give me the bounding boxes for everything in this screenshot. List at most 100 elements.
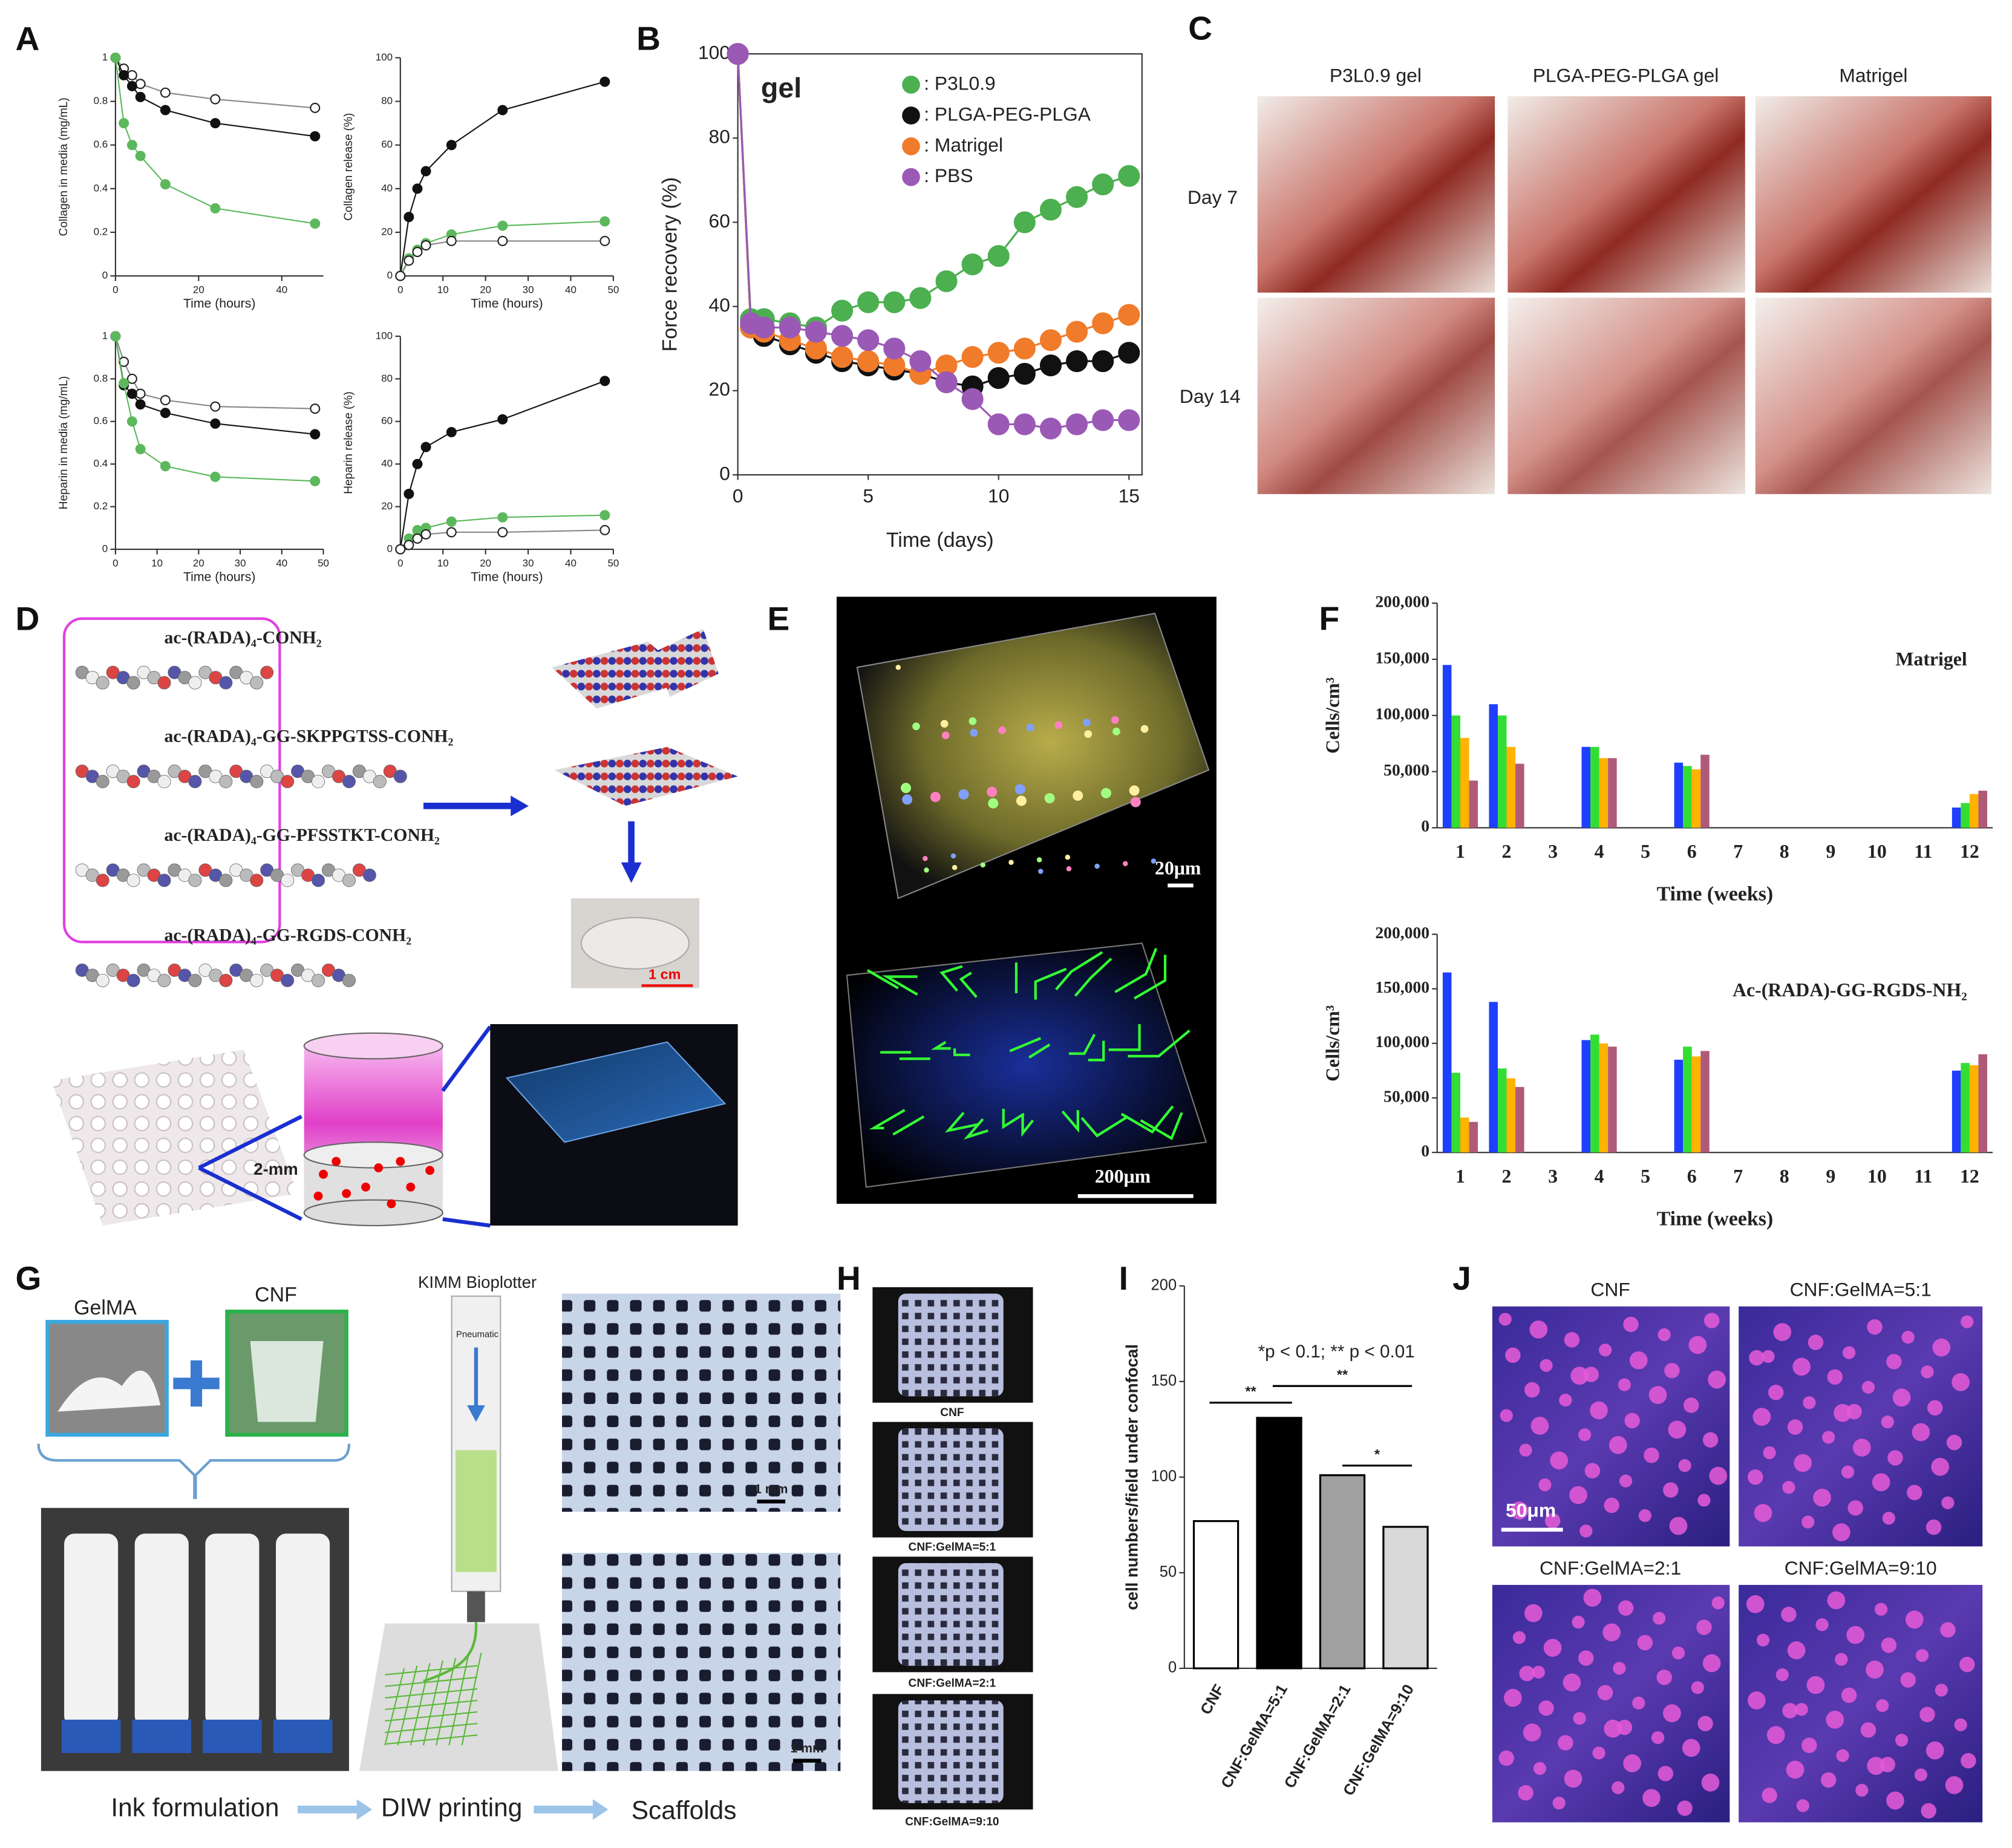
nucleus (1892, 1388, 1911, 1407)
speck (1044, 793, 1055, 804)
annotation: Ac-(RADA)-GG-RGDS-NH₂ (1733, 979, 1967, 1001)
atom (96, 873, 109, 887)
nucleus (1558, 1735, 1573, 1751)
bar (1969, 1065, 1979, 1153)
marker (1092, 312, 1114, 335)
nucleus (1569, 1486, 1587, 1504)
marker (310, 475, 321, 486)
grid-strand (385, 1688, 478, 1699)
y-tick-label: 0.2 (94, 500, 108, 512)
nucleus (1519, 1443, 1532, 1457)
marker (446, 516, 457, 527)
cell (332, 1157, 341, 1166)
row-label: Day 7 (1187, 186, 1238, 208)
cell (374, 1163, 384, 1173)
nucleus (1702, 1654, 1721, 1673)
sheet (554, 746, 738, 806)
speck (1094, 863, 1100, 869)
bar (1515, 1086, 1524, 1153)
x-tick-label: 11 (1914, 841, 1932, 862)
nucleus (1523, 1723, 1541, 1742)
y-tick-label: 150,000 (1375, 648, 1429, 667)
fiber (953, 1048, 970, 1057)
caption: CNF (1590, 1279, 1630, 1301)
y-tick-label: 60 (381, 415, 393, 426)
bar (1497, 1068, 1507, 1153)
caption: CNF:GelMA=2:1 (1540, 1557, 1681, 1579)
speck (1038, 869, 1044, 874)
x-tick-label: 15 (1119, 485, 1140, 506)
tube-cap (61, 1719, 121, 1754)
fiber (939, 965, 963, 992)
atom (219, 873, 233, 887)
nucleus (1803, 1396, 1816, 1409)
marker (310, 429, 321, 440)
nucleus (1952, 1373, 1970, 1391)
speck (1112, 727, 1120, 736)
y-tick-label: 100 (698, 42, 730, 64)
nucleus (1808, 1334, 1824, 1350)
nucleus (1524, 1604, 1543, 1622)
speck (901, 783, 912, 794)
peptide-label: ac-(RADA)₄-GG-RGDS-CONH₂ (165, 926, 412, 945)
atom (281, 873, 295, 887)
panel-label: C (1188, 9, 1212, 47)
y-tick-label: 0.2 (94, 226, 108, 237)
y-tick-label: 0.4 (94, 182, 108, 194)
fiber (1034, 967, 1067, 1000)
atom (157, 774, 171, 789)
y-tick-label: 0 (102, 543, 108, 554)
nucleus (1578, 1650, 1594, 1666)
marker (446, 527, 457, 538)
y-tick-label: 40 (709, 294, 730, 316)
series-line (114, 57, 315, 224)
panel-label: E (767, 599, 789, 637)
marker (883, 338, 906, 360)
y-tick-label: 150,000 (1375, 978, 1429, 996)
photo (1507, 96, 1745, 293)
gel-top (303, 1141, 443, 1169)
marker (210, 118, 221, 129)
nucleus (1748, 1691, 1766, 1709)
tube-cap (203, 1719, 262, 1754)
cell (319, 1169, 328, 1179)
marker (412, 246, 423, 257)
atom (157, 973, 171, 987)
nucleus (1538, 1700, 1554, 1716)
nucleus (1604, 1719, 1622, 1738)
nucleus (1861, 1380, 1875, 1394)
ink-label: GelMA (74, 1296, 137, 1319)
panel-label: A (15, 19, 39, 57)
atom (157, 873, 171, 887)
marker (1092, 409, 1114, 431)
bar (1952, 807, 1961, 828)
x-tick-label: 0 (733, 485, 743, 506)
caption: CNF:GelMA=5:1 (909, 1541, 996, 1554)
series-line (399, 380, 606, 550)
nucleus (1498, 1313, 1512, 1326)
nucleus (1663, 1482, 1679, 1498)
volume (505, 1041, 727, 1143)
atom (250, 873, 264, 887)
annotation: Matrigel (1895, 648, 1967, 670)
marker (497, 220, 508, 231)
atom (126, 676, 140, 690)
nucleus (1563, 1673, 1581, 1692)
nucleus (1914, 1768, 1928, 1781)
y-tick-label: 0 (102, 270, 108, 281)
step-label: Ink formulation (111, 1794, 279, 1822)
x-tick-label: 4 (1595, 1166, 1604, 1187)
grid-strand (385, 1699, 478, 1710)
bar (1608, 1046, 1617, 1153)
column-label: P3L0.9 gel (1330, 65, 1422, 87)
marker (135, 444, 146, 454)
speck (924, 867, 929, 873)
marker (909, 350, 932, 373)
marker (1066, 186, 1088, 208)
speck (1111, 716, 1119, 724)
tube (276, 1533, 330, 1726)
x-tick-label: 40 (565, 284, 576, 295)
grid-strand (436, 1657, 457, 1746)
caption: CNF:GelMA=2:1 (909, 1677, 996, 1690)
nucleus (1512, 1631, 1526, 1644)
